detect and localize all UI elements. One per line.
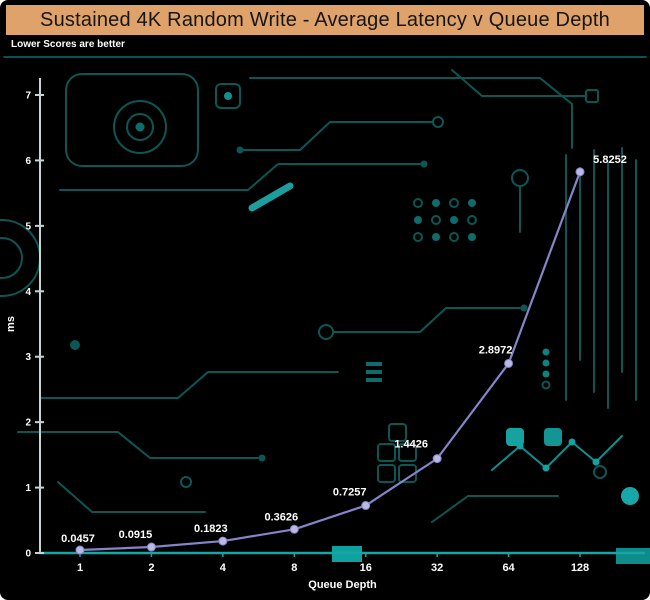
y-tick-label: 4 [25, 287, 31, 298]
x-axis-title: Queue Depth [308, 579, 377, 591]
x-tick-label: 32 [431, 562, 443, 574]
data-point [75, 545, 85, 555]
y-tick-label: 5 [25, 221, 31, 232]
data-point-label: 0.0915 [119, 529, 153, 541]
data-point-label: 2.8972 [479, 344, 513, 356]
y-tick-label: 2 [25, 418, 31, 429]
chart-title: Sustained 4K Random Write - Average Late… [40, 8, 610, 31]
data-point-label: 0.0457 [61, 533, 95, 545]
y-tick-label: 6 [25, 156, 31, 167]
data-point [146, 542, 156, 552]
y-tick-label: 1 [25, 483, 31, 494]
data-point [361, 501, 371, 511]
data-point-label: 5.8252 [593, 154, 627, 166]
data-point-label: 1.4426 [394, 439, 428, 451]
data-point [575, 167, 585, 177]
y-tick-label: 7 [25, 91, 31, 102]
data-point-label: 0.7257 [333, 487, 367, 499]
data-point [289, 524, 299, 534]
y-axis-title: ms [5, 316, 17, 332]
x-tick-label: 4 [220, 562, 227, 574]
data-point [432, 454, 442, 464]
x-tick-label: 16 [360, 562, 372, 574]
series-line [79, 171, 582, 552]
data-point-label: 0.1823 [194, 523, 228, 535]
x-tick-label: 1 [77, 562, 83, 574]
data-point [218, 536, 228, 546]
data-point-label: 0.3626 [264, 511, 298, 523]
x-tick-label: 2 [148, 562, 154, 574]
y-tick-label: 3 [25, 352, 31, 363]
data-point [504, 358, 514, 368]
x-tick-label: 64 [502, 562, 515, 574]
x-tick-label: 128 [571, 562, 589, 574]
x-tick-label: 8 [291, 562, 297, 574]
chart-title-bar: Sustained 4K Random Write - Average Late… [5, 4, 645, 36]
y-tick-label: 0 [25, 549, 31, 560]
lower-scores-note: Lower Scores are better [11, 39, 125, 50]
